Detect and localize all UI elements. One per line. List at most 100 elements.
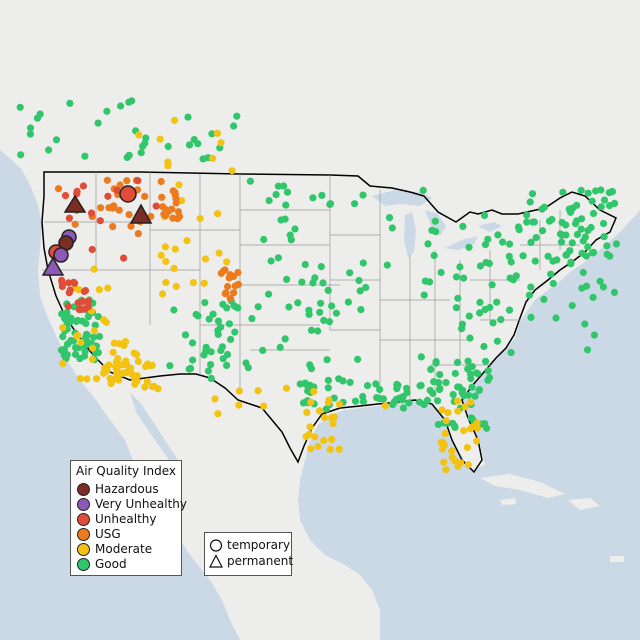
good-station-dot (612, 240, 621, 248)
legend-label: Unhealthy (95, 512, 157, 526)
moderate-station-dot (310, 387, 318, 396)
temporary-label: temporary (227, 538, 291, 552)
usg-station-dot (169, 187, 177, 195)
moderate-station-dot (135, 131, 143, 139)
good-station-dot (596, 277, 604, 285)
good-station-dot (95, 332, 104, 341)
usg-station-dot (97, 204, 105, 212)
good-station-dot (405, 399, 413, 407)
good-station-dot (484, 235, 492, 243)
hazardous-permanent-marker (129, 203, 153, 224)
good-station-dot (339, 377, 347, 385)
good-station-dot (458, 388, 466, 397)
moderate-station-dot (461, 403, 469, 411)
good-station-dot (164, 142, 172, 151)
good-station-dot (52, 136, 61, 144)
good-station-dot (83, 340, 91, 349)
good-station-dot (214, 327, 222, 335)
good-station-dot (274, 182, 282, 190)
good-station-dot (248, 315, 256, 323)
good-station-dot (455, 383, 463, 391)
good-station-dot (294, 299, 302, 307)
good-station-dot (351, 397, 360, 405)
moderate-station-dot (175, 181, 183, 189)
caribbean-islands (480, 474, 624, 562)
good-station-dot (16, 103, 24, 111)
good-station-dot (540, 295, 548, 303)
good-station-dot (434, 397, 442, 405)
good-station-dot (17, 151, 25, 159)
moderate-station-dot (157, 251, 165, 259)
good-station-dot (265, 197, 273, 205)
good-station-dot (233, 112, 241, 120)
good-station-dot (317, 299, 325, 307)
good-station-dot (281, 215, 289, 223)
moderate-station-dot (254, 387, 262, 395)
good-station-dot (94, 349, 102, 357)
good-station-dot (83, 331, 91, 339)
good-station-dot (465, 312, 473, 320)
good-station-dot (142, 134, 150, 142)
usg-station-dot (174, 208, 182, 216)
moderate-station-dot (156, 135, 164, 143)
good-station-dot (417, 353, 425, 361)
usg-station-dot (226, 271, 234, 279)
good-station-dot (519, 252, 527, 260)
moderate-station-dot (74, 331, 82, 340)
good-station-dot (314, 327, 322, 335)
good-station-dot (532, 234, 540, 242)
good-station-dot (606, 252, 614, 260)
good-station-dot (459, 222, 467, 230)
good-station-dot (464, 391, 473, 399)
good-station-dot (484, 367, 492, 375)
good-station-dot (307, 326, 316, 334)
good-station-dot (223, 361, 231, 369)
unhealthy-station-dot (88, 245, 96, 254)
good-station-dot (531, 257, 539, 265)
good-station-dot (468, 363, 476, 371)
unhealthy-station-dot (104, 192, 112, 200)
good-station-dot (566, 208, 575, 216)
usg-station-dot (230, 289, 238, 297)
moderate-station-dot (441, 430, 449, 438)
good-station-dot (208, 130, 216, 138)
moderate-station-dot (473, 437, 481, 445)
good-station-dot (437, 268, 445, 277)
moderate-station-dot (103, 367, 111, 375)
good-station-dot (577, 186, 585, 194)
unhealthy-station-dot (65, 214, 73, 222)
moderate-station-dot (164, 162, 172, 170)
good-station-dot (540, 203, 549, 211)
highlight-monitors (41, 185, 153, 276)
good-station-dot (523, 218, 531, 226)
moderate-station-dot (303, 408, 311, 416)
good-station-dot (359, 398, 367, 406)
moderate-station-dot (133, 351, 141, 359)
good-station-dot (379, 395, 387, 403)
good-station-dot (434, 379, 443, 387)
moderate-station-dot (302, 433, 310, 441)
good-station-dot (506, 274, 514, 282)
unhealthy-station-dot (73, 187, 81, 195)
usg-station-dot (71, 220, 79, 228)
moderate-station-dot (440, 441, 449, 449)
good-station-dot (137, 149, 145, 157)
moderate-station-dot (223, 258, 231, 266)
good-station-dot (436, 371, 444, 379)
good-station-dot (608, 188, 617, 196)
good-station-dot (260, 235, 268, 244)
good-station-dot (231, 328, 239, 336)
moderate-station-dot (112, 374, 120, 383)
moderate-station-dot (214, 410, 222, 418)
good-station-dot (597, 186, 605, 194)
unhealthy-station-dot (61, 192, 70, 200)
good-station-dot (527, 313, 535, 321)
moderate-station-dot (118, 361, 126, 369)
usg-station-dot (219, 267, 228, 275)
moderate-station-dot (444, 409, 452, 417)
good-station-dot (523, 211, 531, 219)
moderate-station-dot (134, 357, 142, 365)
moderate-station-dot (104, 284, 112, 292)
good-station-dot (475, 386, 483, 394)
good-station-dot (485, 374, 494, 382)
